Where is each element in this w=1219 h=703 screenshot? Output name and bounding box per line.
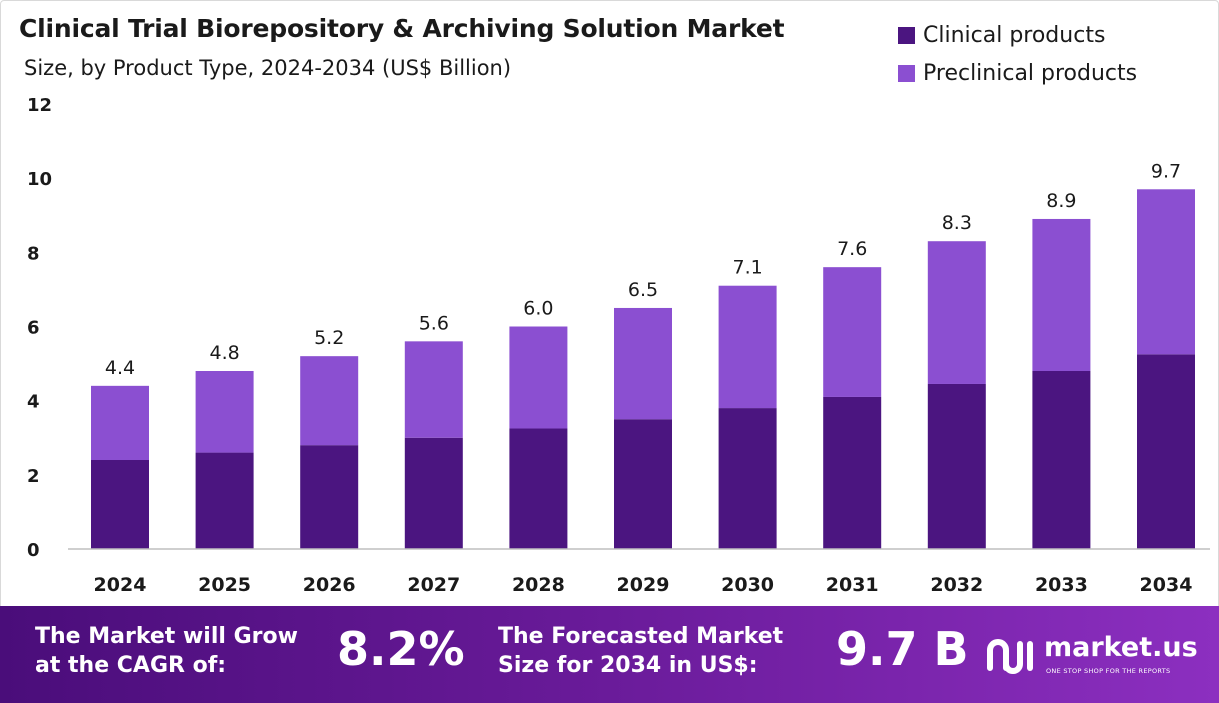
bar-total-label: 5.2 [314,327,344,349]
market-us-logo-icon [987,639,1033,674]
bar-total-label: 5.6 [419,312,449,334]
x-tick-label: 2027 [407,574,460,596]
bar-preclinical [823,267,882,397]
y-tick-label: 10 [27,169,52,190]
bar-total-label: 4.4 [105,357,135,379]
bar-clinical [91,460,149,549]
bar-preclinical [509,326,568,429]
bar-preclinical [718,285,777,409]
bar-total-label: 4.8 [209,342,239,364]
bar-preclinical [300,356,359,446]
forecast-label: The Forecasted Market Size for 2034 in U… [498,622,783,680]
bar-clinical [718,408,777,549]
bar-total-label: 6.0 [523,298,553,320]
brand-name: market.us [1044,632,1198,663]
bar-preclinical [195,371,254,453]
bar-total-label: 7.6 [837,238,867,260]
bar-total-label: 9.7 [1151,160,1181,182]
bar-clinical [1032,371,1091,549]
x-tick-label: 2030 [721,574,774,596]
y-tick-label: 4 [27,392,40,413]
cagr-label-line2: at the CAGR of: [35,653,227,678]
y-tick-label: 2 [27,466,40,487]
legend-item-clinical: Clinical products [898,16,1137,54]
bar-clinical [300,445,359,549]
chart-plot: 0 2 4 6 8 10 12 4.4 2024 4.8 2025 5.2 2026 5.6 2027 6.0… [27,95,1210,596]
legend-label-preclinical: Preclinical products [923,60,1138,86]
bar-total-label: 6.5 [628,279,658,301]
y-tick-label: 6 [27,318,40,339]
x-tick-label: 2034 [1140,574,1193,596]
footer-banner: The Market will Grow at the CAGR of: 8.2… [0,606,1219,703]
bar-total-label: 8.9 [1046,190,1076,212]
legend-swatch-clinical [898,26,915,44]
y-tick-label: 12 [27,95,52,116]
bar-total-label: 8.3 [942,212,972,234]
cagr-value: 8.2% [337,622,465,676]
bar-clinical [195,452,254,549]
bar-total-label: 7.1 [732,257,762,279]
cagr-label: The Market will Grow at the CAGR of: [35,622,298,680]
cagr-label-line1: The Market will Grow [35,624,298,649]
x-tick-label: 2025 [198,574,251,596]
legend-item-preclinical: Preclinical products [898,54,1137,92]
x-tick-label: 2026 [303,574,356,596]
chart-title: Clinical Trial Biorepository & Archiving… [19,14,785,43]
brand-tagline: ONE STOP SHOP FOR THE REPORTS [1046,667,1171,675]
forecast-label-line2: Size for 2034 in US$: [498,653,758,678]
y-tick-label: 0 [27,540,40,561]
x-tick-label: 2028 [512,574,565,596]
x-tick-label: 2031 [826,574,879,596]
legend-label-clinical: Clinical products [923,22,1106,48]
legend: Clinical products Preclinical products [898,16,1137,92]
bar-preclinical [927,241,986,384]
x-tick-label: 2024 [94,574,147,596]
bar-clinical [509,428,568,549]
bar-preclinical [614,307,672,420]
x-tick-label: 2032 [930,574,983,596]
bar-clinical [823,396,882,549]
x-tick-label: 2033 [1035,574,1088,596]
bar-preclinical [404,341,463,438]
x-tick-label: 2029 [617,574,670,596]
legend-swatch-preclinical [898,64,915,82]
bar-clinical [927,383,986,549]
forecast-value: 9.7 B [836,622,969,676]
y-tick-label: 8 [27,243,40,264]
bar-preclinical [91,385,149,460]
bar-clinical [404,437,463,549]
bar-clinical [1137,354,1195,549]
bar-clinical [614,419,672,549]
bar-preclinical [1137,189,1195,355]
forecast-label-line1: The Forecasted Market [498,624,784,649]
bar-preclinical [1032,218,1091,371]
chart-subtitle: Size, by Product Type, 2024-2034 (US$ Bi… [24,56,512,80]
